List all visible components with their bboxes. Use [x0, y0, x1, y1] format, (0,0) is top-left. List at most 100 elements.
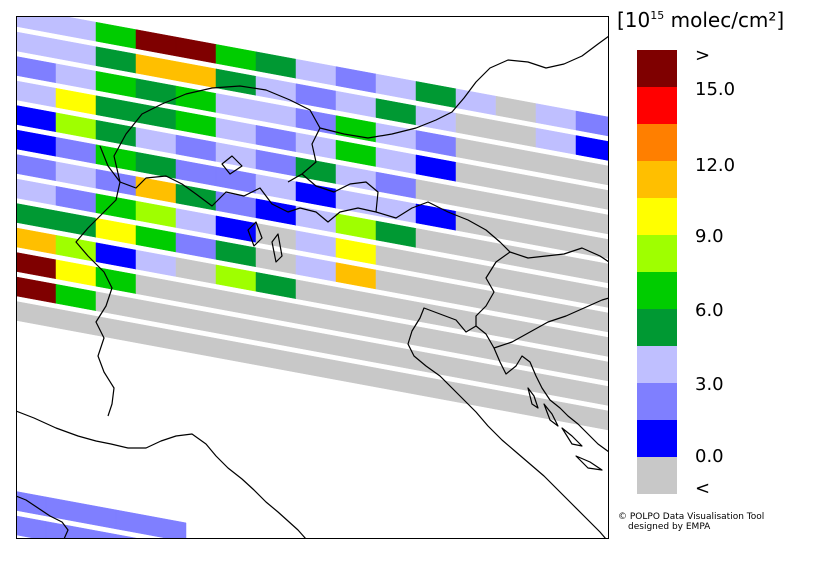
credits: © POLPO Data Visualisation Tool designed… [618, 512, 764, 532]
pixel-cell [335, 66, 377, 94]
pixel-cell [575, 380, 609, 406]
pixel-cell [575, 233, 609, 259]
pixel-cell [95, 70, 137, 98]
pixel-cell [55, 63, 97, 91]
unit-exponent: 15 [650, 9, 665, 22]
pixel-cell [495, 218, 537, 246]
pixel-cell [95, 217, 137, 245]
pixel-cell [575, 184, 609, 210]
pixel-cell [375, 220, 417, 248]
coastline-italy-east [407, 307, 607, 539]
pixel-cell [55, 16, 97, 42]
pixel-cell [95, 291, 137, 319]
pixel-cell [95, 119, 137, 147]
pixel-cell [535, 201, 577, 229]
legend-tick-label: 0.0 [695, 446, 724, 467]
pixel-cell [115, 509, 187, 539]
pixel-cell [16, 178, 57, 206]
pixel-cell [535, 274, 577, 302]
pixel-cell [535, 152, 577, 180]
pixel-cell [135, 176, 177, 204]
pixel-cell [335, 262, 377, 290]
pixel-cell [455, 112, 497, 141]
border-austria-slovenia [509, 247, 609, 263]
pixel-cell [16, 154, 57, 182]
credits-line-1: © POLPO Data Visualisation Tool [618, 512, 765, 522]
country-borders [16, 35, 609, 539]
pixel-cell [175, 232, 217, 260]
pixel-cell [295, 230, 337, 258]
pixel-cell [495, 169, 537, 197]
legend-color-box [637, 346, 677, 383]
pixel-cell [16, 203, 57, 231]
pixel-cell [375, 147, 417, 175]
pixel-cell [16, 491, 47, 517]
pixel-cell [375, 269, 417, 297]
island [575, 455, 603, 471]
pixel-cell [495, 120, 537, 148]
lake [247, 221, 263, 247]
island [561, 427, 583, 447]
pixel-cell [255, 173, 297, 202]
map-panel[interactable] [16, 16, 609, 539]
legend-color-box [637, 124, 677, 161]
legend-tick-label: 6.0 [695, 300, 724, 321]
border-switzerland-north [113, 85, 321, 183]
pixel-cell [575, 135, 609, 161]
legend-color-box [637, 235, 677, 272]
pixel-cell [95, 242, 137, 270]
pixel-cell [255, 320, 297, 349]
pixel-cell [495, 267, 537, 295]
legend-tick-label: 15.0 [695, 79, 736, 100]
pixel-cell [455, 161, 497, 190]
pixel-cell [575, 282, 609, 308]
island [527, 387, 539, 409]
pixel-cell [95, 46, 137, 74]
legend-color-box [637, 50, 677, 87]
pixel-cell [575, 404, 609, 431]
pixel-cell [495, 365, 537, 393]
pixel-cell [335, 90, 377, 118]
legend-color-box [637, 87, 677, 124]
pixel-cell [375, 245, 417, 273]
pixel-cell [455, 333, 497, 361]
unit-rest: molec/cm²] [664, 8, 785, 32]
pixel-cell [55, 283, 97, 312]
pixel-cell [255, 149, 297, 177]
pixel-cell [335, 360, 377, 388]
pixel-cell [95, 315, 137, 343]
lake [271, 233, 283, 263]
pixel-cell [295, 303, 337, 331]
pixel-cell [575, 257, 609, 284]
pixel-cell [295, 352, 337, 380]
pixel-cell [415, 203, 457, 231]
pixel-cell [55, 210, 97, 238]
pixel-cell [455, 235, 497, 263]
pixel-cell [215, 117, 257, 145]
pixel-cell [455, 357, 497, 386]
pixel-cell [215, 44, 257, 72]
pixel-cell [295, 254, 337, 282]
pixel-cell [255, 345, 297, 373]
pixel-cell [415, 154, 457, 182]
pixel-cell [335, 286, 377, 314]
legend-color-box [637, 309, 677, 346]
legend-color-box [637, 198, 677, 235]
pixel-cell [375, 294, 417, 322]
pixel-cell [175, 134, 217, 162]
pixel-cell [175, 36, 217, 64]
pixel-cell [255, 51, 297, 79]
pixel-cell [175, 183, 217, 211]
pixel-cell [55, 136, 97, 165]
pixel-cell [45, 521, 117, 539]
pixel-cell [415, 252, 457, 280]
pixel-cell [335, 335, 377, 363]
border-germany-austria [319, 35, 609, 139]
pixel-cell [335, 213, 377, 241]
pixel-cell [215, 215, 257, 243]
pixel-cell [455, 259, 497, 288]
pixel-cell [495, 95, 537, 123]
pixel-cell [455, 137, 497, 165]
pixel-cell [175, 208, 217, 236]
pixel-cell [375, 318, 417, 346]
